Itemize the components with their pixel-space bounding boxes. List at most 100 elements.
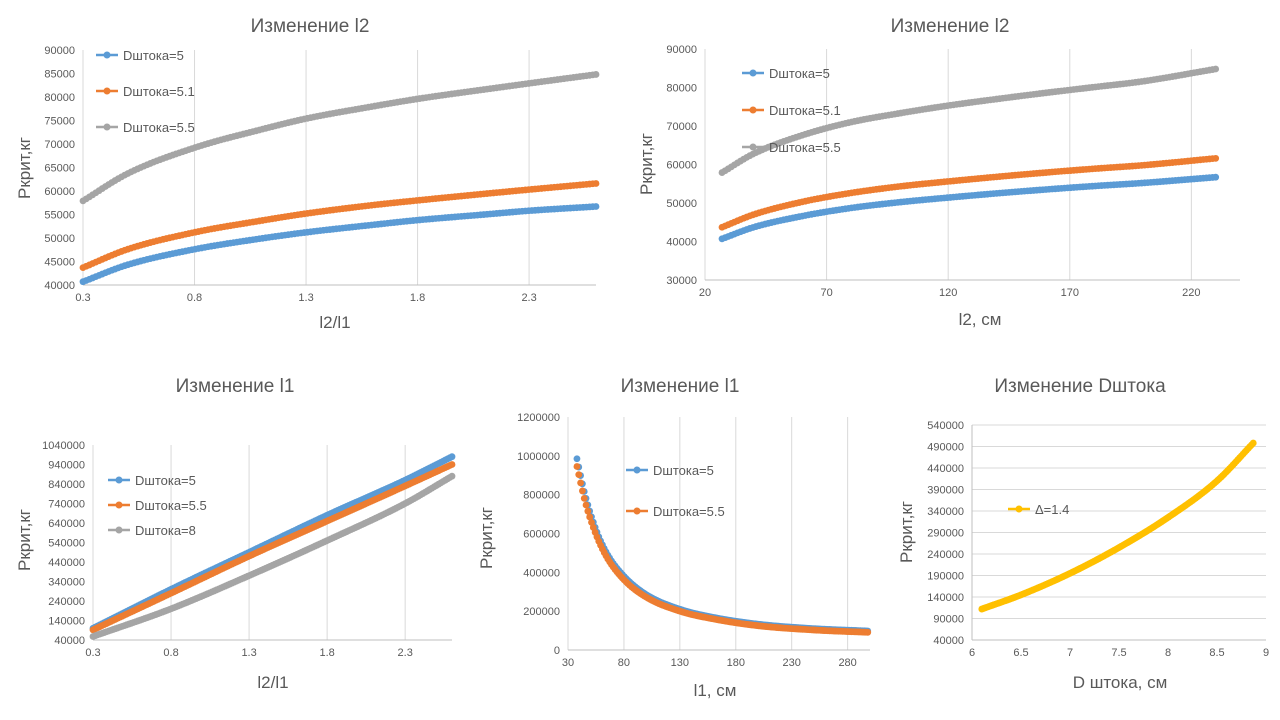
data-point	[580, 494, 588, 502]
y-tick-label: 0	[554, 645, 560, 657]
y-tick-label: 740000	[48, 499, 85, 511]
chart-4: 30 80 130 180 230 280 0 200000 400000 600000 80000…	[477, 376, 872, 700]
chart-title: Изменение Dштока	[994, 376, 1166, 397]
y-tick-label: 40000	[933, 635, 964, 647]
y-tick-label: 40000	[44, 280, 75, 292]
x-axis-label: D штока, см	[1073, 673, 1168, 692]
y-axis-label: Ркрит,кг	[15, 509, 34, 571]
data-point	[579, 487, 586, 495]
data-point	[586, 513, 594, 521]
series-1	[79, 203, 600, 286]
x-tick-label: 8.5	[1209, 647, 1224, 659]
data-point	[582, 501, 590, 509]
y-axis-label: Ркрит,кг	[897, 501, 916, 563]
series-2	[718, 154, 1220, 231]
series-2	[573, 463, 872, 636]
x-tick-label: 80	[618, 657, 630, 669]
legend-marker	[633, 507, 641, 515]
y-tick-label: 490000	[927, 442, 964, 454]
x-tick-label: 30	[562, 657, 574, 669]
y-tick-label: 45000	[44, 257, 75, 269]
legend-marker	[103, 51, 111, 59]
chart-5: 6 6.5 7 7.5 8 8.5 9 40000 90000 140000 190000 24000…	[897, 376, 1269, 692]
data-point	[1212, 173, 1220, 181]
x-axis-label: l2/l1	[257, 673, 288, 692]
legend-label: Dштока=5.5	[123, 120, 195, 135]
y-tick-label: 290000	[927, 528, 964, 540]
x-tick-label: 130	[671, 657, 689, 669]
legend-marker	[115, 501, 123, 509]
y-tick-label: 70000	[666, 121, 697, 133]
y-tick-label: 400000	[523, 567, 560, 579]
x-tick-label: 1.3	[241, 647, 256, 659]
chart-3: 0.3 0.8 1.3 1.8 2.3 40000 140000 240000 340000 44…	[15, 376, 456, 692]
legend-label: Δ=1.4	[1035, 502, 1069, 517]
legend-label: Dштока=5	[123, 48, 184, 63]
x-axis-label: l1, см	[694, 681, 737, 700]
y-tick-label: 140000	[48, 616, 85, 628]
data-point	[577, 479, 584, 487]
x-tick-label: 180	[727, 657, 745, 669]
y-tick-label: 200000	[523, 606, 560, 618]
y-tick-label: 90000	[44, 45, 75, 57]
x-tick-label: 0.8	[187, 292, 202, 304]
data-point	[1212, 65, 1220, 73]
legend-marker	[103, 87, 111, 95]
x-tick-label: 6.5	[1013, 647, 1028, 659]
y-tick-label: 60000	[44, 186, 75, 198]
y-axis-label: Ркрит,кг	[15, 137, 34, 199]
x-tick-label: 0.8	[163, 647, 178, 659]
series-1	[573, 455, 872, 635]
data-point	[1212, 154, 1220, 162]
y-tick-label: 70000	[44, 139, 75, 151]
y-tick-label: 55000	[44, 210, 75, 222]
data-point	[584, 507, 592, 515]
legend-entry: Dштока=5.5	[742, 140, 841, 155]
legend-entry: Dштока=8	[108, 523, 196, 538]
legend-entry: Dштока=5	[626, 463, 714, 478]
x-tick-label: 0.3	[85, 647, 100, 659]
y-tick-label: 75000	[44, 116, 75, 128]
x-tick-label: 1.8	[319, 647, 334, 659]
x-tick-label: 70	[820, 287, 832, 299]
data-point	[1249, 439, 1257, 447]
data-point	[592, 71, 600, 78]
data-point	[592, 180, 600, 187]
series-1	[978, 439, 1257, 613]
legend-label: Dштока=5.5	[769, 140, 841, 155]
data-point	[575, 471, 583, 479]
y-tick-label: 1040000	[42, 440, 85, 452]
data-point	[448, 472, 456, 480]
y-tick-label: 60000	[666, 160, 697, 172]
x-tick-label: 8	[1165, 647, 1171, 659]
series-3	[718, 65, 1220, 176]
data-point	[864, 628, 872, 636]
data-point	[448, 453, 456, 461]
legend-marker	[633, 466, 641, 474]
legend-label: Dштока=8	[135, 523, 196, 538]
series-1	[718, 173, 1220, 243]
y-tick-label: 40000	[54, 635, 85, 647]
y-tick-label: 50000	[44, 233, 75, 245]
y-tick-label: 240000	[48, 596, 85, 608]
legend-entry: Dштока=5	[96, 48, 184, 63]
legend-entry: Dштока=5.5	[96, 120, 195, 135]
y-tick-label: 340000	[48, 577, 85, 589]
legend-entry: Δ=1.4	[1008, 502, 1069, 517]
y-tick-label: 80000	[44, 92, 75, 104]
y-tick-label: 540000	[927, 420, 964, 432]
legend-label: Dштока=5.1	[769, 103, 841, 118]
y-tick-label: 340000	[927, 506, 964, 518]
data-point	[573, 455, 581, 463]
y-tick-label: 600000	[523, 529, 560, 541]
legend-label: Dштока=5.5	[653, 504, 725, 519]
data-point	[573, 463, 581, 470]
x-tick-label: 6	[969, 647, 975, 659]
legend-label: Dштока=5.5	[135, 498, 207, 513]
legend-entry: Dштока=5.1	[96, 84, 195, 99]
series-3	[79, 71, 600, 205]
legend-label: Dштока=5.1	[123, 84, 195, 99]
chart-title: Изменение l1	[621, 376, 740, 397]
x-tick-label: 170	[1061, 287, 1079, 299]
